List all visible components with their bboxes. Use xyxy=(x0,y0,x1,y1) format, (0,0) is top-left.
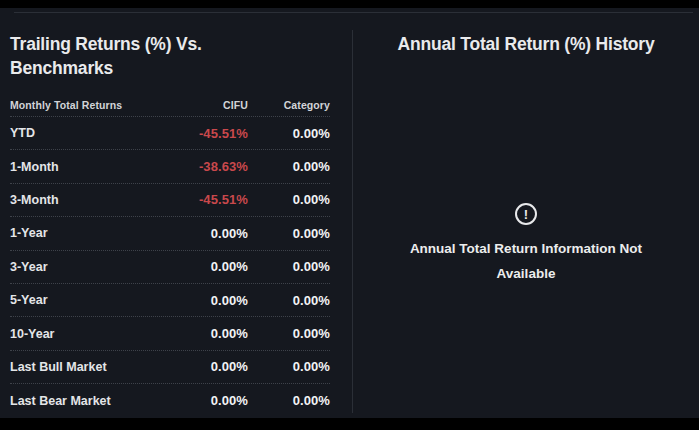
row-cifu-value: 0.00% xyxy=(158,359,248,374)
trailing-returns-panel: Trailing Returns (%) Vs. Benchmarks Mont… xyxy=(0,8,352,418)
row-label: 10-Year xyxy=(10,327,158,341)
table-row: 10-Year 0.00% 0.00% xyxy=(10,317,330,350)
empty-state-message: Annual Total Return Information Not Avai… xyxy=(380,236,672,286)
row-label: 3-Month xyxy=(10,193,158,207)
row-category-value: 0.00% xyxy=(248,359,330,374)
row-label: Last Bear Market xyxy=(10,394,158,408)
table-row: 1-Year 0.00% 0.00% xyxy=(10,217,330,250)
row-label: 3-Year xyxy=(10,260,158,274)
row-cifu-value: 0.00% xyxy=(158,393,248,408)
row-category-value: 0.00% xyxy=(248,393,330,408)
row-cifu-value: 0.00% xyxy=(158,226,248,241)
table-row: 5-Year 0.00% 0.00% xyxy=(10,284,330,317)
row-label: Last Bull Market xyxy=(10,360,158,374)
empty-state: ! Annual Total Return Information Not Av… xyxy=(353,203,699,286)
header-monthly-total-returns: Monthly Total Returns xyxy=(10,99,158,111)
row-cifu-value: -38.63% xyxy=(158,159,248,174)
row-cifu-value: -45.51% xyxy=(158,192,248,207)
row-label: 1-Month xyxy=(10,160,158,174)
header-cifu: CIFU xyxy=(158,99,248,111)
row-cifu-value: 0.00% xyxy=(158,326,248,341)
header-category: Category xyxy=(248,99,330,111)
row-cifu-value: 0.00% xyxy=(158,293,248,308)
row-label: YTD xyxy=(10,126,158,140)
returns-table-body: YTD -45.51% 0.00% 1-Month -38.63% 0.00% … xyxy=(10,117,330,418)
table-row: 3-Month -45.51% 0.00% xyxy=(10,184,330,217)
returns-table-header: Monthly Total Returns CIFU Category xyxy=(10,97,330,117)
trailing-returns-title: Trailing Returns (%) Vs. Benchmarks xyxy=(10,32,255,80)
row-category-value: 0.00% xyxy=(248,126,330,141)
table-row: 1-Month -38.63% 0.00% xyxy=(10,150,330,183)
annual-return-panel: Annual Total Return (%) History ! Annual… xyxy=(353,8,699,418)
widget-frame: Trailing Returns (%) Vs. Benchmarks Mont… xyxy=(0,8,699,418)
row-cifu-value: -45.51% xyxy=(158,126,248,141)
table-row: 3-Year 0.00% 0.00% xyxy=(10,251,330,284)
row-label: 1-Year xyxy=(10,226,158,240)
row-category-value: 0.00% xyxy=(248,326,330,341)
row-cifu-value: 0.00% xyxy=(158,259,248,274)
panels-container: Trailing Returns (%) Vs. Benchmarks Mont… xyxy=(0,8,699,418)
row-category-value: 0.00% xyxy=(248,293,330,308)
annual-return-title: Annual Total Return (%) History xyxy=(353,32,699,56)
table-row: YTD -45.51% 0.00% xyxy=(10,117,330,150)
returns-table: Monthly Total Returns CIFU Category YTD … xyxy=(10,97,330,418)
row-category-value: 0.00% xyxy=(248,159,330,174)
row-category-value: 0.00% xyxy=(248,226,330,241)
row-category-value: 0.00% xyxy=(248,259,330,274)
alert-circle-icon: ! xyxy=(515,203,537,225)
row-label: 5-Year xyxy=(10,293,158,307)
row-category-value: 0.00% xyxy=(248,192,330,207)
table-row: Last Bull Market 0.00% 0.00% xyxy=(10,351,330,384)
exclamation-glyph: ! xyxy=(524,208,528,221)
table-row: Last Bear Market 0.00% 0.00% xyxy=(10,384,330,417)
